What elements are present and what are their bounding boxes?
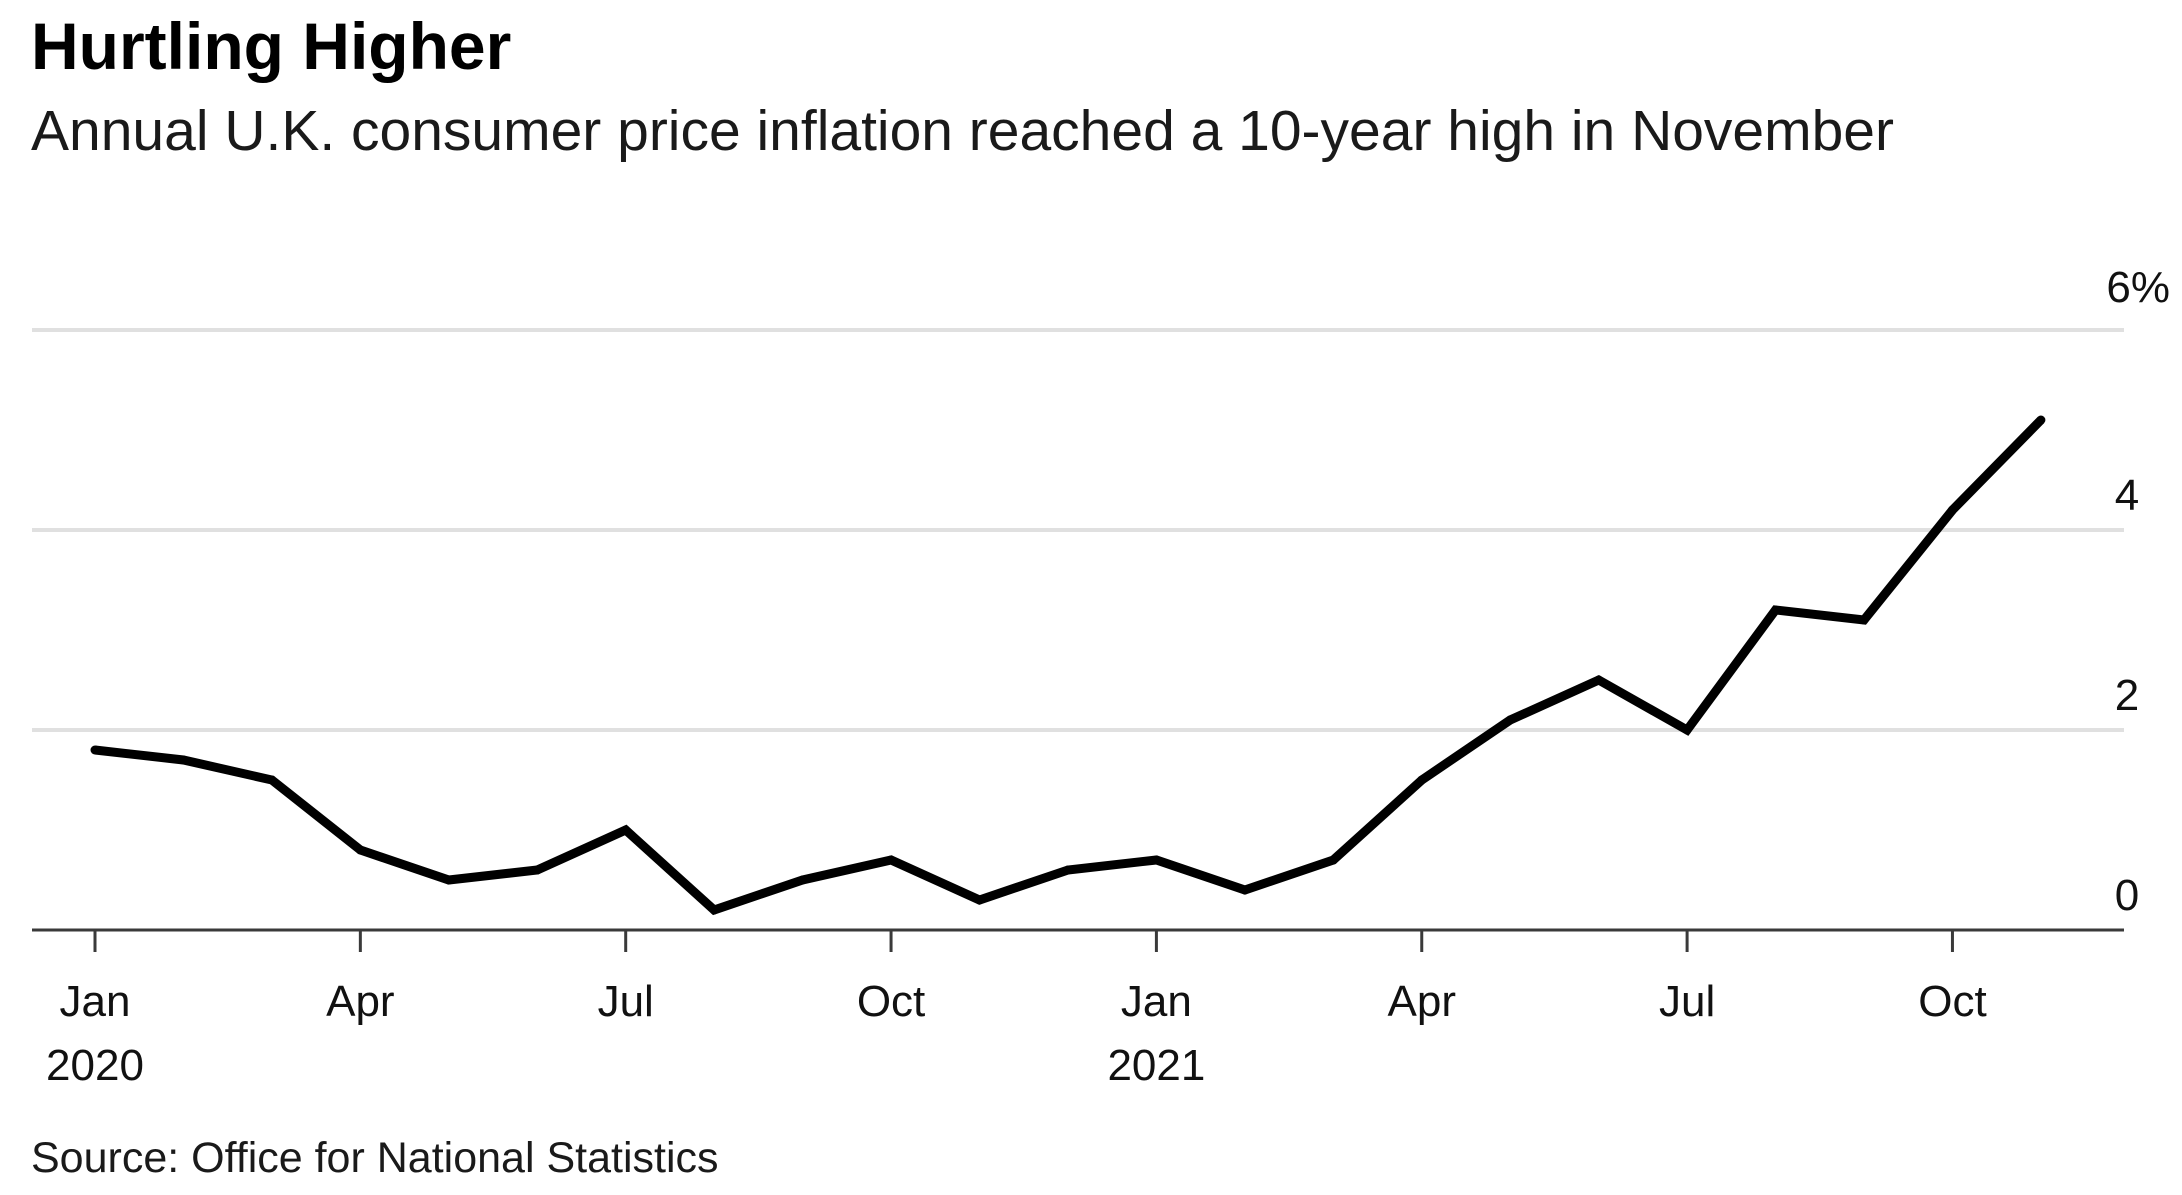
data-point	[1417, 775, 1427, 785]
chart-title: Hurtling Higher	[31, 9, 512, 83]
y-axis-labels: 6% 4 2 0	[2106, 263, 2170, 920]
data-point	[1240, 885, 1250, 895]
x-axis-ticks	[93, 930, 1954, 952]
data-point	[1859, 615, 1869, 625]
series-layer	[90, 415, 2046, 916]
chart-subtitle: Annual U.K. consumer price inflation rea…	[31, 99, 1894, 163]
data-point	[267, 775, 277, 785]
data-point	[2036, 415, 2046, 425]
x-tick-year-label: 2021	[1107, 1041, 1205, 1090]
y-tick-label: 2	[2115, 671, 2139, 720]
data-point	[90, 745, 100, 755]
x-tick-label: Jan	[1121, 977, 1192, 1026]
data-point	[709, 905, 719, 915]
data-point	[1594, 675, 1604, 685]
data-point	[1063, 865, 1073, 875]
x-tick-label: Apr	[1388, 977, 1456, 1026]
data-point	[621, 825, 631, 835]
data-point	[886, 855, 896, 865]
y-tick-label: 0	[2115, 871, 2139, 920]
x-tick-label: Apr	[326, 977, 394, 1026]
data-point	[1151, 855, 1161, 865]
x-axis-labels: Jan 2020 Apr Jul Oct Jan 2021 Apr Jul Oct	[46, 977, 1987, 1090]
cpi-series-line	[94, 416, 2045, 916]
x-tick-label: Jul	[598, 977, 654, 1026]
y-tick-label: 6%	[2106, 263, 2170, 312]
data-point	[1505, 715, 1515, 725]
data-point	[798, 875, 808, 885]
data-point	[355, 845, 365, 855]
data-point	[1682, 725, 1692, 735]
y-tick-label: 4	[2115, 471, 2139, 520]
x-tick-label: Oct	[1918, 977, 1986, 1026]
x-tick-label: Jan	[60, 977, 131, 1026]
data-point	[1947, 505, 1957, 515]
x-tick-label: Jul	[1659, 977, 1715, 1026]
data-point	[178, 755, 188, 765]
data-point	[975, 895, 984, 905]
source-note: Source: Office for National Statistics	[31, 1134, 719, 1182]
data-point	[532, 865, 542, 875]
gridlines	[32, 328, 2124, 932]
x-tick-year-label: 2020	[46, 1041, 144, 1090]
data-point	[1328, 855, 1338, 865]
data-point	[1771, 605, 1781, 615]
x-tick-label: Oct	[857, 977, 925, 1026]
data-point	[444, 875, 454, 885]
